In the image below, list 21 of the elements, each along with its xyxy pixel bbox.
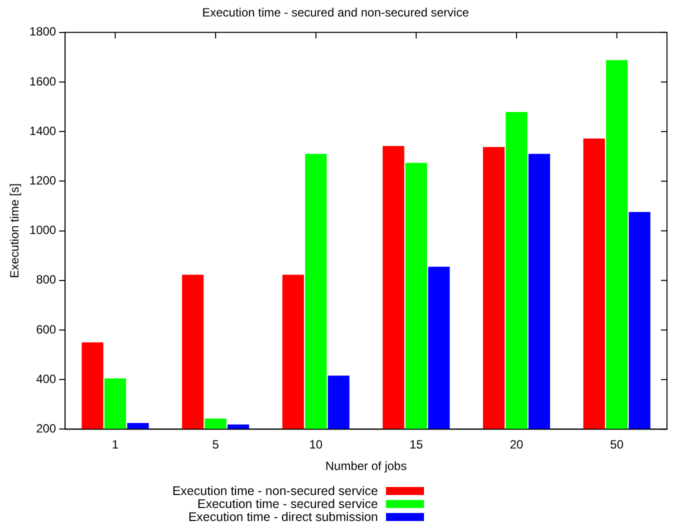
y-axis-title: Execution time [s]: [8, 183, 22, 278]
x-tick-label: 50: [610, 438, 624, 452]
y-tick-label: 400: [36, 372, 56, 386]
y-tick-label: 1200: [29, 174, 56, 188]
y-tick-label: 1400: [29, 124, 56, 138]
y-tick-label: 200: [36, 422, 56, 436]
chart-title: Execution time - secured and non-secured service: [202, 6, 470, 20]
legend-label: Execution time - non-secured service: [172, 484, 378, 498]
y-tick-label: 800: [36, 272, 56, 287]
x-tick-label: 1: [112, 438, 119, 452]
legend-label: Execution time - direct submission: [188, 510, 378, 524]
legend-label: Execution time - secured service: [197, 496, 378, 510]
x-axis-title: Number of jobs: [325, 459, 407, 474]
x-tick-label: 5: [212, 438, 220, 452]
x-tick-label: 10: [309, 438, 323, 452]
y-tick-label: 600: [36, 322, 56, 336]
x-tick-label: 15: [410, 438, 424, 452]
x-tick-label: 20: [510, 438, 524, 452]
y-tick-label: 1600: [29, 74, 56, 88]
y-tick-label: 1000: [29, 223, 56, 238]
y-tick-label: 1800: [29, 24, 56, 39]
